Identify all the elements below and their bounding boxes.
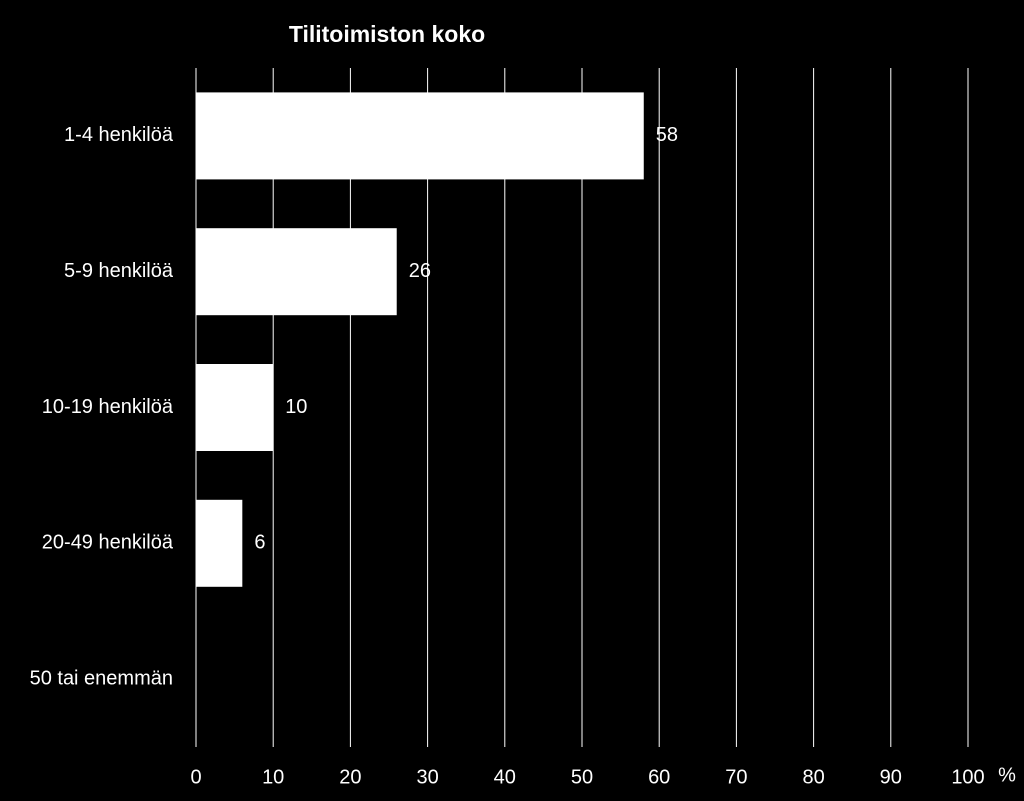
- x-tick-label: 100: [951, 766, 984, 788]
- bar: [196, 228, 397, 316]
- x-tick-label: 40: [494, 766, 516, 788]
- x-tick-label: 0: [190, 766, 201, 788]
- data-label: 58: [656, 124, 678, 146]
- chart-title: Tilitoimiston koko: [289, 21, 485, 47]
- y-tick-label: 1-4 henkilöä: [64, 124, 174, 146]
- y-tick-label: 10-19 henkilöä: [42, 396, 174, 418]
- y-tick-label: 50 tai enemmän: [30, 667, 173, 689]
- data-label: 26: [409, 260, 431, 282]
- x-tick-label: 10: [262, 766, 284, 788]
- bar: [196, 92, 644, 180]
- x-tick-label: 60: [648, 766, 670, 788]
- data-label: 10: [285, 396, 307, 418]
- x-tick-label: 70: [725, 766, 747, 788]
- x-axis-label: %: [998, 764, 1016, 786]
- bar: [196, 499, 243, 587]
- y-tick-label: 5-9 henkilöä: [64, 260, 174, 282]
- x-tick-label: 30: [416, 766, 438, 788]
- x-tick-label: 90: [880, 766, 902, 788]
- y-tick-label: 20-49 henkilöä: [42, 532, 174, 554]
- data-label: 6: [254, 532, 265, 554]
- x-tick-label: 50: [571, 766, 593, 788]
- x-tick-label: 80: [802, 766, 824, 788]
- bar: [196, 364, 274, 451]
- x-tick-label: 20: [339, 766, 361, 788]
